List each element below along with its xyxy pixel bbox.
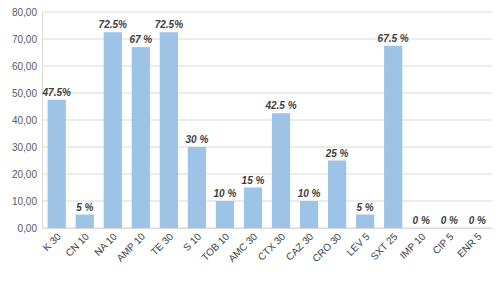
data-label: 30 % (186, 134, 209, 145)
bar (104, 32, 122, 228)
y-tick-label: 60,00 (12, 61, 37, 72)
bar (48, 100, 66, 228)
chart: 0,00 10,00 20,00 30,00 40,00 50,00 60,00 70,00 8… (0, 0, 500, 286)
bar (272, 113, 290, 228)
x-tick-label: K 30 (41, 231, 64, 254)
bar (76, 215, 94, 229)
x-axis-line (43, 228, 493, 229)
x-axis: K 30CN 10NA 10AMP 10TE 30S 10TOB 10AMC 3… (41, 228, 493, 264)
y-tick: 80,00 (12, 7, 42, 18)
y-axis: 0,00 10,00 20,00 30,00 40,00 50,00 60,00 70,00 8… (12, 7, 43, 234)
data-label: 0 % (413, 215, 430, 226)
y-tick: 0,00 (18, 223, 42, 234)
x-tick: CIP 5 (430, 228, 456, 256)
data-label: 25 % (325, 148, 349, 159)
y-tick-label: 20,00 (12, 169, 37, 180)
x-tick-label: CIP 5 (430, 231, 456, 257)
grid-line (42, 12, 492, 13)
y-axis-line (42, 13, 43, 229)
y-tick: 10,00 (12, 196, 42, 207)
data-labels: 47.5% 5 % 72.5%67 %72.5% 30 % 10 % 15 % 42.5 %… (42, 19, 486, 226)
y-tick-label: 80,00 (12, 7, 37, 18)
x-tick: CRO 30 (310, 228, 344, 264)
bar (132, 47, 150, 228)
x-tick: K 30 (41, 228, 64, 253)
bar (384, 46, 402, 228)
x-tick: ENR 5 (455, 228, 484, 259)
bar (440, 228, 458, 229)
data-label: 42.5 % (264, 100, 296, 111)
y-tick-label: 50,00 (12, 88, 37, 99)
x-tick: AMC 30 (226, 228, 260, 264)
x-tick: SXT 25 (368, 228, 400, 262)
y-tick-label: 40,00 (12, 115, 37, 126)
x-tick: CTX 30 (256, 228, 288, 263)
y-tick: 50,00 (12, 88, 42, 99)
data-label: 72.5% (99, 19, 127, 30)
y-tick: 60,00 (12, 61, 42, 72)
x-tick-label: SXT 25 (368, 231, 400, 263)
data-label: 0 % (441, 215, 458, 226)
data-label: 15 % (242, 175, 265, 186)
x-tick-label: AMP 10 (114, 231, 147, 264)
y-tick-label: 0,00 (18, 223, 38, 234)
bar (216, 201, 234, 228)
x-tick-label: CRO 30 (310, 231, 344, 265)
x-tick: TE 30 (149, 228, 176, 257)
bar (468, 228, 486, 229)
x-tick: IMP 10 (398, 228, 428, 261)
y-tick: 20,00 (12, 169, 42, 180)
x-tick: LEV 5 (344, 228, 371, 258)
x-tick-label: TE 30 (149, 231, 176, 258)
bar (412, 228, 430, 229)
x-tick-label: AMC 30 (226, 231, 260, 265)
data-label: 10 % (214, 188, 237, 199)
data-label: 47.5% (42, 87, 71, 98)
y-tick-label: 70,00 (12, 34, 37, 45)
data-label: 5 % (357, 202, 374, 213)
bars (48, 32, 403, 228)
x-tick: NA 10 (92, 228, 119, 258)
x-tick-label: ENR 5 (455, 231, 484, 260)
bar (188, 147, 206, 228)
bar (356, 215, 374, 229)
data-label: 0 % (469, 215, 486, 226)
x-tick-label: IMP 10 (398, 231, 428, 261)
y-tick-label: 10,00 (12, 196, 37, 207)
bar (160, 32, 178, 228)
grid (42, 12, 492, 228)
bar (300, 201, 318, 228)
data-label: 72.5% (155, 19, 183, 30)
y-tick: 30,00 (12, 142, 42, 153)
x-tick: S 10 (181, 228, 204, 253)
y-tick: 40,00 (12, 115, 42, 126)
data-label: 67.5 % (378, 33, 409, 44)
x-tick: AMP 10 (114, 228, 147, 264)
bar (244, 188, 262, 229)
x-tick-label: CTX 30 (256, 231, 288, 263)
x-tick-label: CN 10 (63, 231, 91, 259)
x-tick: CN 10 (63, 228, 91, 259)
data-label: 67 % (129, 34, 152, 45)
y-tick: 70,00 (12, 34, 42, 45)
data-label: 10 % (298, 188, 321, 199)
y-tick-label: 30,00 (12, 142, 37, 153)
plot: 0,00 10,00 20,00 30,00 40,00 50,00 60,00 70,00 8… (12, 7, 493, 264)
x-tick-label: S 10 (181, 231, 204, 254)
bar (328, 161, 346, 229)
data-label: 5 % (76, 202, 93, 213)
